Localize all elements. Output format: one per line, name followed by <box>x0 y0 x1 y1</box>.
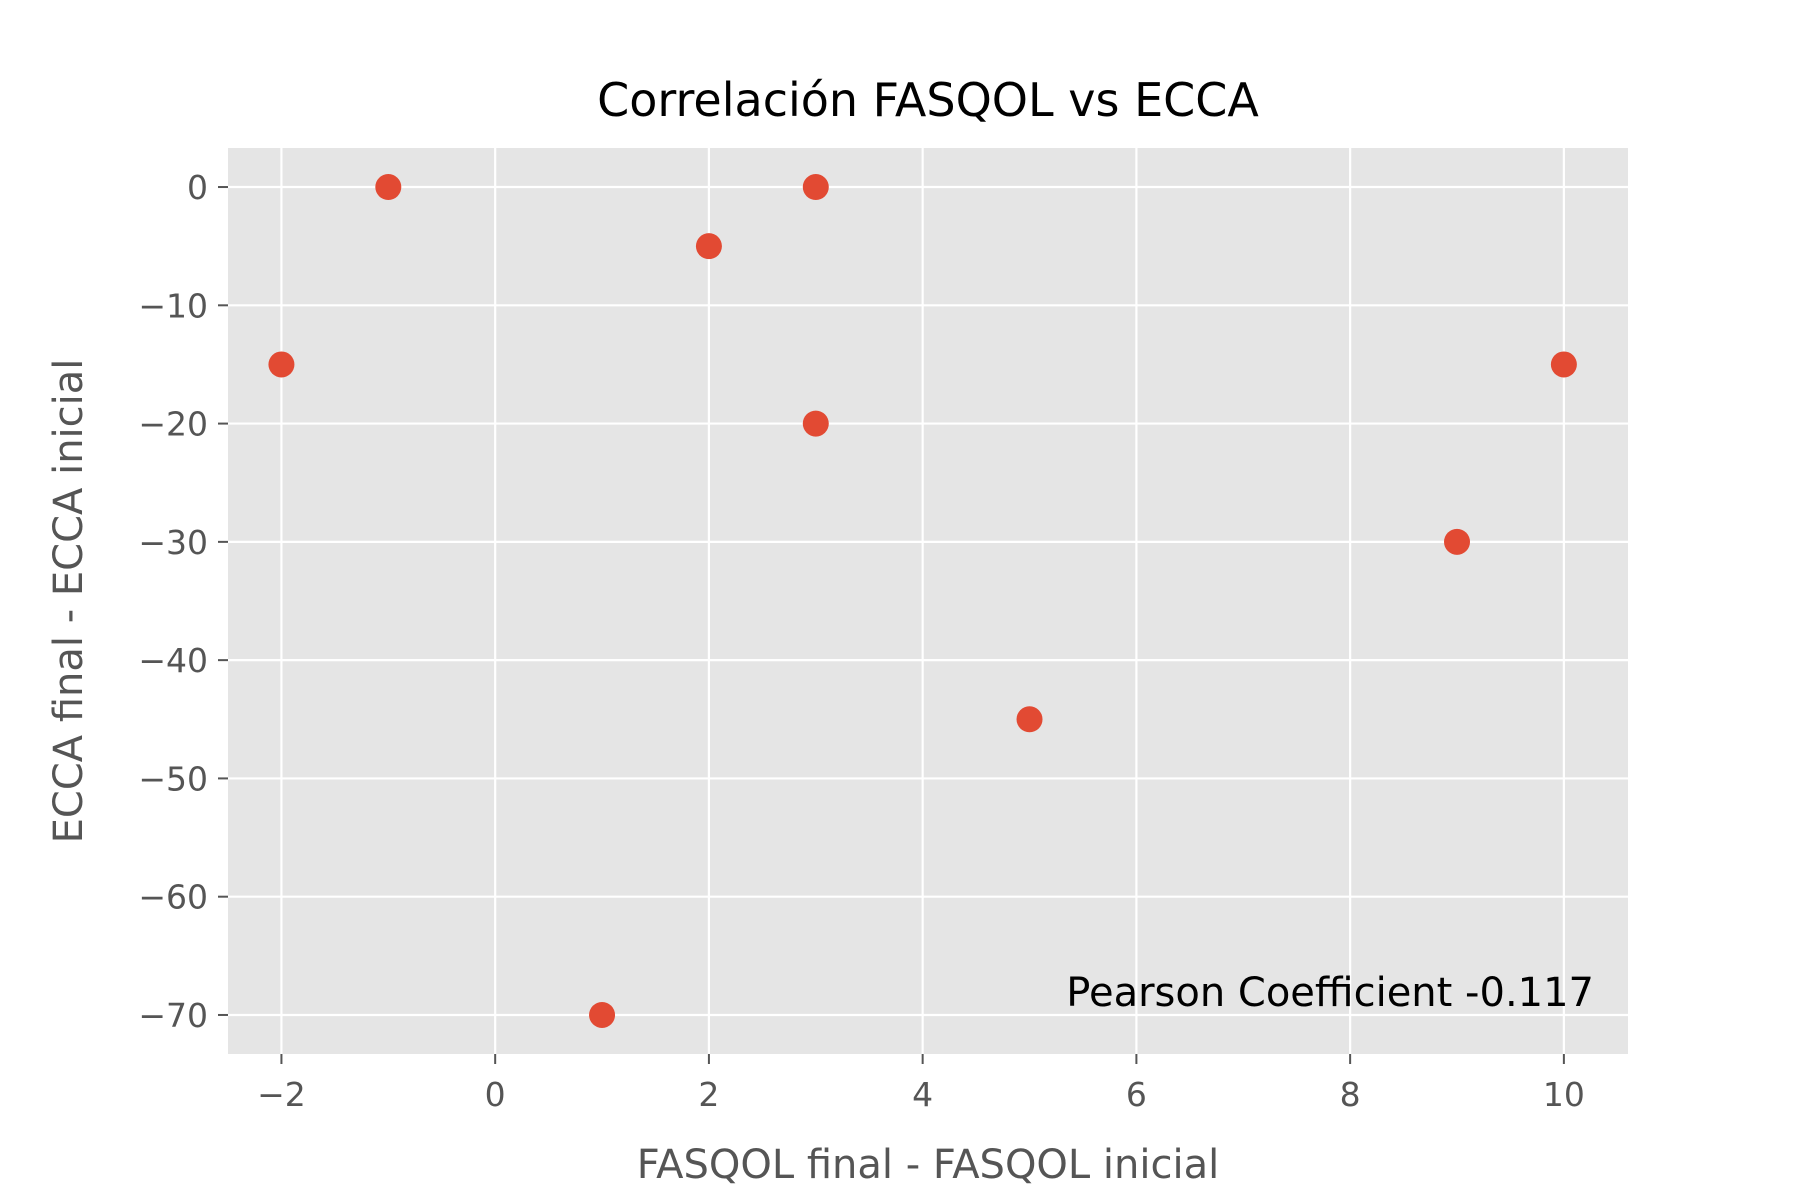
x-tick-label: 2 <box>698 1075 719 1114</box>
y-tick-label: −70 <box>138 996 208 1035</box>
x-tick-label: 8 <box>1340 1075 1361 1114</box>
data-point <box>268 351 295 378</box>
y-tick-label: −50 <box>138 759 208 798</box>
x-tick-label: −2 <box>257 1075 306 1114</box>
x-tick-label: 6 <box>1126 1075 1147 1114</box>
plot-area <box>228 148 1628 1054</box>
data-point <box>1016 706 1043 733</box>
data-point <box>695 233 722 260</box>
axis-ticks: −2 0 2 4 6 8 100−10−20−30−40−50−60−70 <box>138 168 1585 1114</box>
x-tick-label: 0 <box>485 1075 506 1114</box>
y-tick-label: −60 <box>138 878 208 917</box>
y-tick-label: −10 <box>138 286 208 325</box>
data-points <box>268 174 1577 1028</box>
data-point <box>1444 528 1471 555</box>
data-point <box>375 174 402 201</box>
data-point <box>802 174 829 201</box>
pearson-annotation: Pearson Coefficient -0.117 <box>1066 970 1594 1016</box>
data-point <box>1550 351 1577 378</box>
y-tick-label: −40 <box>138 641 208 680</box>
y-tick-label: −30 <box>138 523 208 562</box>
y-tick-label: 0 <box>187 168 208 207</box>
data-point <box>589 1001 616 1028</box>
x-axis-label: FASQOL final - FASQOL inicial <box>637 1142 1219 1188</box>
x-tick-label: 4 <box>912 1075 933 1114</box>
x-tick-label: 10 <box>1543 1075 1585 1114</box>
chart-title: Correlación FASQOL vs ECCA <box>597 73 1259 127</box>
data-point <box>802 410 829 437</box>
y-axis-label: ECCA final - ECCA inicial <box>46 359 92 844</box>
grid <box>228 148 1628 1054</box>
y-tick-label: −20 <box>138 405 208 444</box>
